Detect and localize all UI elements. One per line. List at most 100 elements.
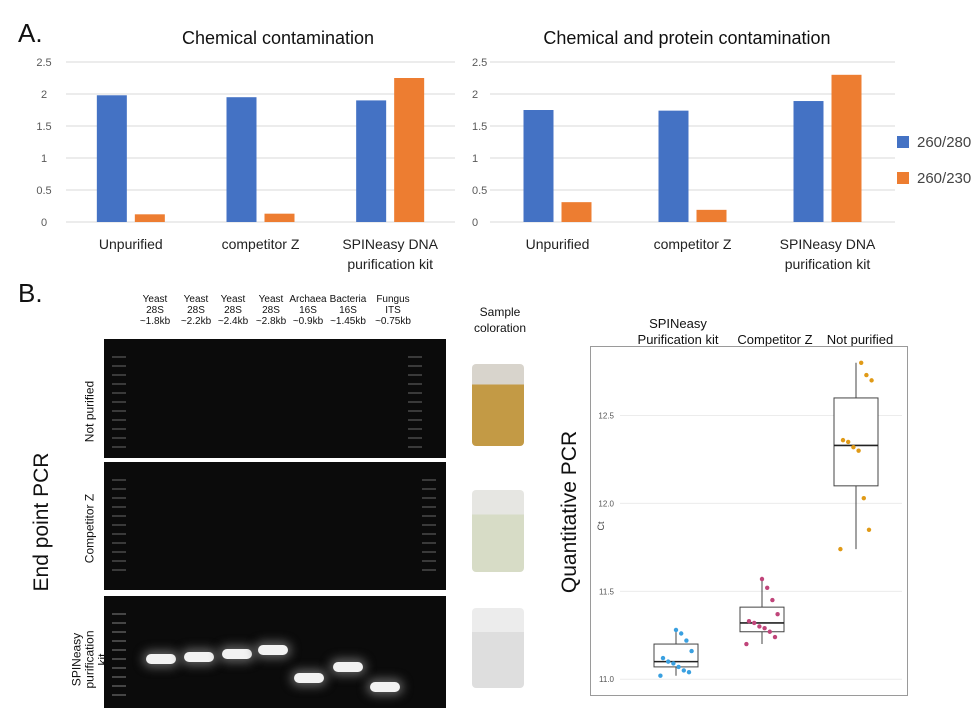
data-point [765, 585, 770, 590]
data-point [864, 372, 869, 378]
qpcr-category-label: SPINeasy Purification kit [637, 316, 719, 347]
band-bacteria-1-45kb [333, 662, 363, 672]
legend-item: 260/230 [897, 166, 971, 190]
x-category-label: SPINeasy DNA [342, 236, 438, 252]
data-point [767, 629, 772, 634]
data-point [686, 669, 692, 675]
data-point [861, 495, 866, 501]
x-category-label: purification kit [347, 256, 433, 272]
y-tick-label: 12.0 [598, 499, 614, 508]
qpcr-box-plot: 11.0 11.5 12.0 12.5 Ct [590, 346, 908, 696]
bar-260-280 [793, 101, 824, 222]
legend-label: 260/230 [917, 169, 972, 187]
box [833, 397, 879, 487]
legend-swatch-260-230 [897, 172, 909, 184]
band-archaea-0-9kb [294, 673, 324, 683]
chart2-title: Chemical and protein contamination [543, 28, 831, 48]
data-point [673, 627, 679, 633]
bar-260-230 [561, 202, 592, 222]
data-point [762, 626, 767, 631]
ladder-lane [112, 472, 126, 572]
ladder-lane [112, 349, 126, 449]
y-tick-label: 11.5 [599, 587, 615, 596]
lane-label: Yeast 28S ~2.8kb [255, 294, 287, 327]
bar-260-230 [264, 213, 295, 222]
bar-260-230 [696, 209, 727, 222]
y-tick-label: 1.5 [36, 121, 51, 133]
data-point [666, 659, 671, 664]
data-point [689, 648, 694, 654]
box [739, 606, 785, 633]
bar-260-280 [96, 95, 127, 222]
y-tick-label: 2 [472, 89, 478, 101]
data-point [838, 546, 843, 552]
data-point [679, 631, 684, 636]
data-point [775, 611, 780, 617]
bar-260-230 [394, 78, 425, 222]
y-tick-label: 12.5 [598, 412, 614, 421]
qpcr-title: Quantitative PCR [558, 430, 581, 594]
bar-260-230 [831, 74, 862, 222]
band-yeast-2-4kb [222, 649, 252, 659]
data-point [744, 641, 749, 647]
sample-coloration-label: Sample coloration [473, 305, 527, 335]
y-tick-label: 0.5 [472, 185, 487, 197]
data-point [759, 576, 765, 582]
data-point [757, 624, 762, 629]
y-tick-label: 2.5 [472, 57, 487, 69]
x-category-label: competitor Z [222, 236, 300, 252]
data-point [846, 439, 851, 445]
lane-label: Yeast 28S ~1.8kb [139, 294, 171, 327]
y-tick-label: 2.5 [36, 57, 51, 69]
sample-tube-not-purified [472, 364, 524, 446]
bar-260-280 [523, 110, 554, 222]
data-point [660, 655, 666, 661]
bar-260-280 [658, 110, 689, 222]
y-tick-label: 1.5 [472, 121, 487, 133]
gel-spineasy [104, 596, 446, 708]
data-point [851, 444, 856, 450]
bar-260-230 [134, 214, 165, 222]
data-point [658, 673, 663, 678]
x-category-label: SPINeasy DNA [780, 236, 876, 252]
lane-label: Fungus ITS ~0.75kb [375, 294, 411, 327]
data-point [772, 634, 778, 640]
band-yeast-2-8kb [258, 645, 288, 655]
x-category-label: competitor Z [654, 236, 732, 252]
panel-a-letter: A. [18, 18, 43, 48]
y-tick-label: 0 [472, 217, 478, 229]
qpcr-category-label: Competitor Z [737, 332, 813, 347]
lane-label: Yeast 28S ~2.4kb [217, 294, 249, 327]
legend-swatch-260-280 [897, 136, 909, 148]
y-tick-label: 1 [41, 153, 47, 165]
bar-260-280 [226, 97, 257, 222]
x-category-label: purification kit [785, 256, 871, 272]
gel-not-purified [104, 339, 446, 458]
y-tick-label: 2 [41, 89, 47, 101]
ladder-lane [408, 349, 422, 449]
bar-260-280 [356, 100, 387, 222]
row-label-not-purified: Not purified [82, 380, 97, 443]
gel-competitor-z [104, 462, 446, 590]
data-point [684, 638, 689, 643]
legend-item: 260/280 [897, 130, 971, 154]
lane-label: Yeast 28S ~2.2kb [180, 294, 212, 327]
x-category-label: Unpurified [99, 236, 163, 252]
data-point [752, 620, 757, 626]
y-axis-label: Ct [596, 521, 606, 530]
y-tick-label: 0 [41, 217, 47, 229]
data-point [856, 448, 861, 453]
panel-b-letter: B. [18, 278, 43, 308]
data-point [770, 597, 775, 603]
bar-chart-chemical: 0 0.5 1 1.5 2 2.5 Unpurified competitor Z SPINea… [36, 57, 455, 272]
data-point [671, 661, 676, 666]
band-yeast-2-2kb [184, 652, 214, 662]
lane-label: Archaea 16S ~0.9kb [289, 294, 327, 327]
sample-tube-competitor-z [472, 490, 524, 572]
data-point [866, 527, 872, 532]
ladder-lane [422, 472, 436, 572]
data-point [859, 360, 864, 365]
band-yeast-1-8kb [146, 654, 176, 664]
ladder-lane [112, 606, 126, 698]
chart1-title: Chemical contamination [181, 28, 375, 48]
